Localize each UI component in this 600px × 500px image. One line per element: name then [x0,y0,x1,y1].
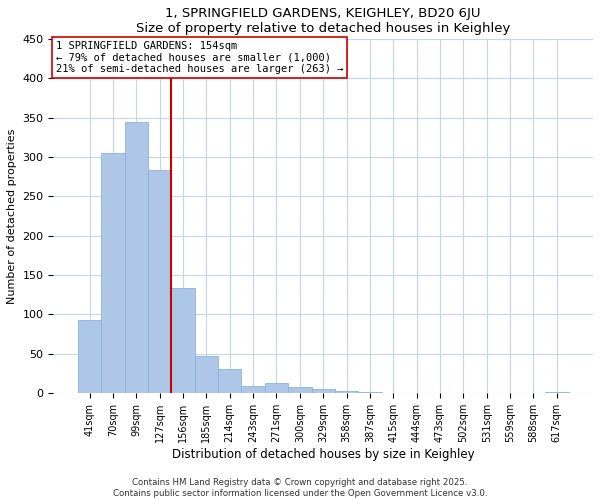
Y-axis label: Number of detached properties: Number of detached properties [7,128,17,304]
Bar [545,392,569,393]
Bar [78,320,101,393]
Bar [358,392,382,393]
Bar [288,386,311,393]
Title: 1, SPRINGFIELD GARDENS, KEIGHLEY, BD20 6JU
Size of property relative to detached: 1, SPRINGFIELD GARDENS, KEIGHLEY, BD20 6… [136,7,511,35]
Bar [148,170,172,393]
Bar [335,392,358,393]
Bar [218,370,241,393]
X-axis label: Distribution of detached houses by size in Keighley: Distribution of detached houses by size … [172,448,475,460]
Bar [311,389,335,393]
Bar [194,356,218,393]
Text: 1 SPRINGFIELD GARDENS: 154sqm
← 79% of detached houses are smaller (1,000)
21% o: 1 SPRINGFIELD GARDENS: 154sqm ← 79% of d… [56,40,344,74]
Text: Contains HM Land Registry data © Crown copyright and database right 2025.
Contai: Contains HM Land Registry data © Crown c… [113,478,487,498]
Bar [101,153,125,393]
Bar [125,122,148,393]
Bar [241,386,265,393]
Bar [172,288,194,393]
Bar [265,382,288,393]
